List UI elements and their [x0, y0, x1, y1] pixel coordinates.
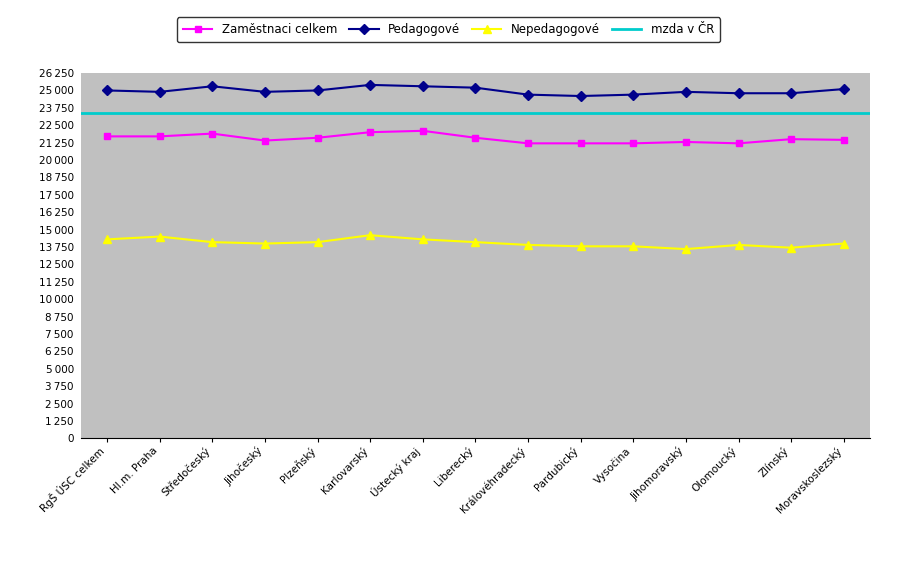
Pedagogové [417, 83, 428, 90]
Zaměstnaci celkem [417, 128, 428, 134]
Nepedagogové [523, 242, 534, 248]
Nepedagogové [207, 239, 218, 246]
Pedagogové [786, 90, 797, 97]
Zaměstnaci celkem [628, 140, 639, 147]
Nepedagogové [154, 233, 165, 240]
Zaměstnaci celkem [733, 140, 744, 147]
Zaměstnaci celkem [470, 134, 481, 141]
Nepedagogové [786, 244, 797, 251]
Pedagogové [207, 83, 218, 90]
Zaměstnaci celkem [575, 140, 586, 147]
Nepedagogové [681, 246, 692, 252]
Nepedagogové [733, 242, 744, 248]
mzda v ČR [101, 110, 112, 117]
Nepedagogové [470, 239, 481, 246]
Pedagogové [154, 88, 165, 95]
Zaměstnaci celkem [523, 140, 534, 147]
Pedagogové [523, 91, 534, 98]
Nepedagogové [628, 243, 639, 250]
Zaměstnaci celkem [312, 134, 323, 141]
Pedagogové [259, 88, 270, 95]
Nepedagogové [259, 240, 270, 247]
Pedagogové [101, 87, 112, 94]
Zaměstnaci celkem [681, 139, 692, 146]
Nepedagogové [417, 236, 428, 243]
Nepedagogové [101, 236, 112, 243]
Line: Zaměstnaci celkem: Zaměstnaci celkem [103, 128, 848, 147]
Line: Nepedagogové: Nepedagogové [103, 231, 848, 253]
Nepedagogové [575, 243, 586, 250]
Zaměstnaci celkem [101, 133, 112, 140]
Pedagogové [470, 84, 481, 91]
Zaměstnaci celkem [207, 130, 218, 137]
Zaměstnaci celkem [365, 129, 376, 135]
Pedagogové [628, 91, 639, 98]
Nepedagogové [312, 239, 323, 246]
Legend: Zaměstnaci celkem, Pedagogové, Nepedagogové, mzda v ČR: Zaměstnaci celkem, Pedagogové, Nepedagog… [177, 17, 720, 42]
Zaměstnaci celkem [154, 133, 165, 140]
Zaměstnaci celkem [839, 137, 849, 143]
Pedagogové [312, 87, 323, 94]
Zaměstnaci celkem [786, 136, 797, 143]
Pedagogové [681, 88, 692, 95]
Pedagogové [733, 90, 744, 97]
Zaměstnaci celkem [259, 137, 270, 144]
mzda v ČR [154, 110, 165, 117]
Pedagogové [365, 81, 376, 88]
Pedagogové [839, 85, 849, 92]
Nepedagogové [365, 232, 376, 238]
Nepedagogové [839, 240, 849, 247]
Line: Pedagogové: Pedagogové [103, 81, 848, 99]
Pedagogové [575, 93, 586, 99]
